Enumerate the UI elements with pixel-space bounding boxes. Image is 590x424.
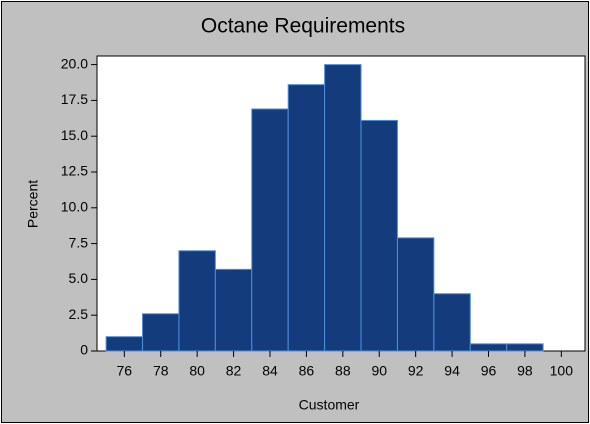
bar [396,237,435,352]
bar [142,313,180,352]
y-tick-label: 7.5 [69,234,89,250]
bar [214,268,253,352]
x-tick-label: 82 [226,363,242,379]
y-tick-label: 10.0 [61,198,88,214]
x-tick-label: 78 [153,363,169,379]
bar [469,343,508,352]
y-tick-label: 2.5 [69,306,89,322]
x-tick-label: 94 [444,363,460,379]
bar [433,293,471,352]
bar [287,84,326,352]
bar [105,336,144,352]
x-tick-label: 96 [481,363,497,379]
x-tick-label: 84 [262,363,278,379]
x-tick-label: 80 [189,363,205,379]
y-tick-label: 5.0 [69,270,89,286]
x-tick-label: 76 [117,363,133,379]
y-tick-label: 17.5 [61,91,88,107]
y-tick-label: 12.5 [61,163,88,179]
x-tick-label: 90 [371,363,387,379]
y-tick-label: 0 [80,342,88,358]
x-tick-label: 98 [517,363,533,379]
x-axis-label: Customer [299,397,360,413]
bar [360,119,398,352]
x-tick-label: 92 [408,363,424,379]
x-tick-label: 100 [550,363,574,379]
x-tick-label: 86 [299,363,315,379]
bar [506,343,544,352]
bar [178,250,216,352]
bar [324,64,362,352]
y-tick-label: 20.0 [61,55,88,71]
chart-title: Octane Requirements [201,15,405,38]
y-axis-label: Percent [25,180,41,228]
y-tick-label: 15.0 [61,127,88,143]
x-tick-label: 88 [335,363,351,379]
bar [251,108,289,352]
